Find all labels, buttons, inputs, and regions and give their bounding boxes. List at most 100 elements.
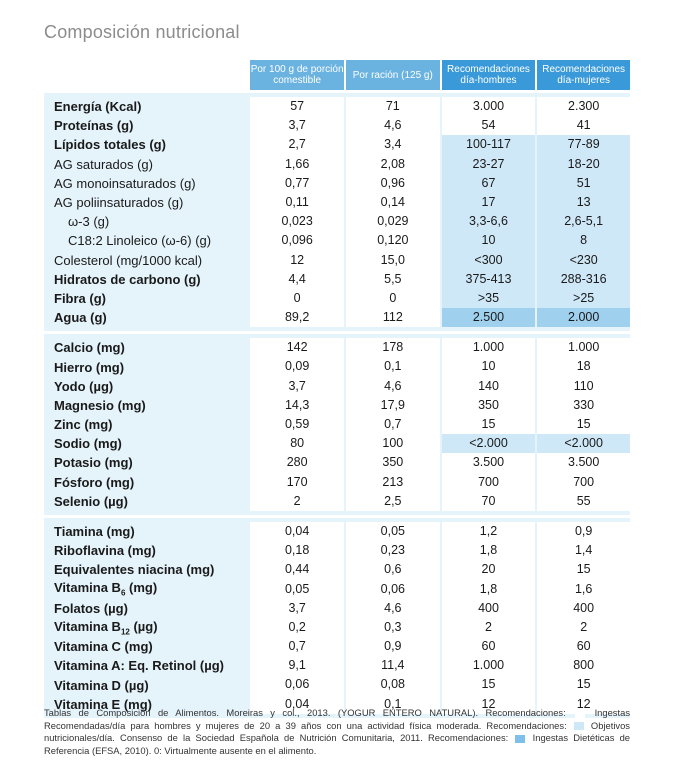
value-rec-women: <230 (537, 250, 630, 270)
row-label: Potasio (mg) (54, 455, 133, 471)
table-row: Proteínas (g) 3,7 4,6 54 41 (44, 116, 630, 136)
row-label: Proteínas (g) (54, 118, 134, 134)
value-per-serving: 4,6 (345, 116, 440, 136)
row-label: Yodo (µg) (54, 378, 114, 394)
header-per-serving: Por ración (125 g) (345, 60, 440, 90)
value-rec-women: 2.300 (537, 97, 630, 117)
value-rec-men: 15 (441, 415, 536, 435)
value-per-100g: 3,7 (250, 598, 344, 618)
value-per-100g: 0,2 (250, 617, 344, 638)
row-label: Vitamina B6 (mg) (54, 580, 158, 598)
table-row: Magnesio (mg) 14,3 17,9 350 330 (44, 395, 630, 415)
row-label: Lípidos totales (g) (54, 137, 166, 153)
value-per-serving: 11,4 (345, 656, 440, 676)
value-rec-men: 1,2 (441, 521, 536, 542)
value-rec-men: 60 (441, 637, 536, 657)
table-row: Zinc (mg) 0,59 0,7 15 15 (44, 415, 630, 435)
table-section: Tiamina (mg) 0,04 0,05 1,2 0,9 Riboflavina (m… (44, 517, 630, 718)
value-per-100g: 170 (250, 472, 344, 492)
value-rec-men: <300 (441, 250, 536, 270)
value-rec-women: 13 (537, 192, 630, 213)
value-per-100g: 0,04 (250, 694, 344, 714)
value-rec-men: 350 (441, 395, 536, 415)
value-rec-women: >25 (537, 288, 630, 309)
row-label: Selenio (µg) (54, 493, 128, 509)
row-label: Folatos (µg) (54, 600, 128, 616)
table-row: Energía (Kcal) 57 71 3.000 2.300 (44, 97, 630, 117)
value-per-100g: 0,18 (250, 541, 344, 561)
value-per-100g: 0,04 (250, 521, 344, 542)
value-per-100g: 4,4 (250, 269, 344, 289)
value-rec-men: 15 (441, 675, 536, 695)
value-per-100g: 2,7 (250, 135, 344, 155)
value-per-serving: 0,96 (345, 173, 440, 193)
value-rec-women: 41 (537, 116, 630, 136)
legend-swatch-objectives (573, 722, 584, 731)
value-per-100g: 0,096 (250, 231, 344, 251)
row-label: ω-3 (g) (68, 214, 110, 230)
page-title: Composición nutricional (44, 22, 240, 42)
table-row: Sodio (mg) 80 100 <2.000 <2.000 (44, 434, 630, 454)
table-row: Calcio (mg) 142 178 1.000 1.000 (44, 338, 630, 358)
value-rec-men: 54 (441, 116, 536, 136)
row-label: Colesterol (mg/1000 kcal) (54, 252, 203, 268)
row-label: AG saturados (g) (54, 156, 153, 172)
value-per-100g: 57 (250, 97, 344, 117)
value-per-serving: 5,5 (345, 269, 440, 289)
row-label: Energía (Kcal) (54, 99, 142, 115)
row-label: Fibra (g) (54, 290, 106, 306)
value-rec-men: 3,3-6,6 (441, 212, 536, 232)
value-rec-men: 2 (441, 617, 536, 638)
table-row: Equivalentes niacina (mg) 0,44 0,6 20 15 (44, 560, 630, 580)
value-rec-men: 1.000 (441, 338, 536, 358)
value-per-serving: 71 (345, 97, 440, 117)
table-row: Fibra (g) 0 0 >35 >25 (44, 288, 630, 309)
value-rec-men: 17 (441, 192, 536, 213)
value-rec-men: 1,8 (441, 579, 536, 599)
value-rec-men: 1,8 (441, 541, 536, 561)
value-per-100g: 280 (250, 453, 344, 473)
value-per-100g: 80 (250, 434, 344, 454)
value-per-100g: 3,7 (250, 376, 344, 396)
value-rec-women: 15 (537, 415, 630, 435)
row-label: AG poliinsaturados (g) (54, 195, 184, 211)
value-rec-men: 2.500 (441, 308, 536, 328)
value-per-100g: 3,7 (250, 116, 344, 136)
value-per-serving: 0,029 (346, 212, 440, 232)
value-per-serving: 4,6 (345, 598, 440, 618)
value-rec-women: 18 (537, 357, 630, 377)
row-label: Fósforo (mg) (54, 474, 135, 490)
row-label: Zinc (mg) (54, 417, 113, 433)
footnote-part-1: Tablas de Composición de Alimentos. More… (44, 707, 566, 718)
footnote-part-3: Objetivos nutricionales/día. Consenso de… (44, 719, 630, 744)
table-row: Yodo (µg) 3,7 4,6 140 110 (44, 376, 630, 396)
value-rec-women: 3.500 (537, 453, 630, 473)
value-per-serving: 112 (345, 308, 440, 328)
value-rec-women: 15 (537, 560, 630, 580)
value-rec-men: 70 (441, 491, 536, 511)
row-label: Agua (g) (54, 310, 107, 326)
value-rec-men: 10 (441, 357, 536, 377)
value-rec-men: 375-413 (441, 269, 536, 289)
table-row: Fósforo (mg) 170 213 700 700 (44, 472, 630, 492)
value-per-100g: 14,3 (250, 395, 344, 415)
value-rec-women: 2.000 (537, 308, 630, 328)
value-rec-women: 330 (537, 395, 630, 415)
row-label: Vitamina C (mg) (54, 639, 153, 655)
table-row: Colesterol (mg/1000 kcal) 12 15,0 <300 <230 (44, 250, 630, 270)
table-body: Energía (Kcal) 57 71 3.000 2.300 Proteínas (g… (44, 93, 630, 718)
row-label: Equivalentes niacina (mg) (54, 562, 215, 578)
table-row: Hidratos de carbono (g) 4,4 5,5 375-413 288-… (44, 269, 630, 289)
legend-swatch-white (575, 709, 586, 718)
value-rec-men: 700 (441, 472, 536, 492)
row-label: Vitamina D (µg) (54, 677, 149, 693)
table-row: Tiamina (mg) 0,04 0,05 1,2 0,9 (44, 521, 630, 542)
legend-swatch-efsa (515, 734, 526, 743)
value-per-serving: 0 (345, 288, 440, 309)
value-per-serving: 350 (345, 453, 440, 473)
value-per-serving: 0,1 (345, 357, 440, 377)
value-rec-men: 12 (441, 694, 536, 714)
value-rec-men: >35 (441, 288, 536, 309)
value-rec-women: 1,4 (537, 541, 630, 561)
value-rec-women: 400 (537, 598, 630, 618)
